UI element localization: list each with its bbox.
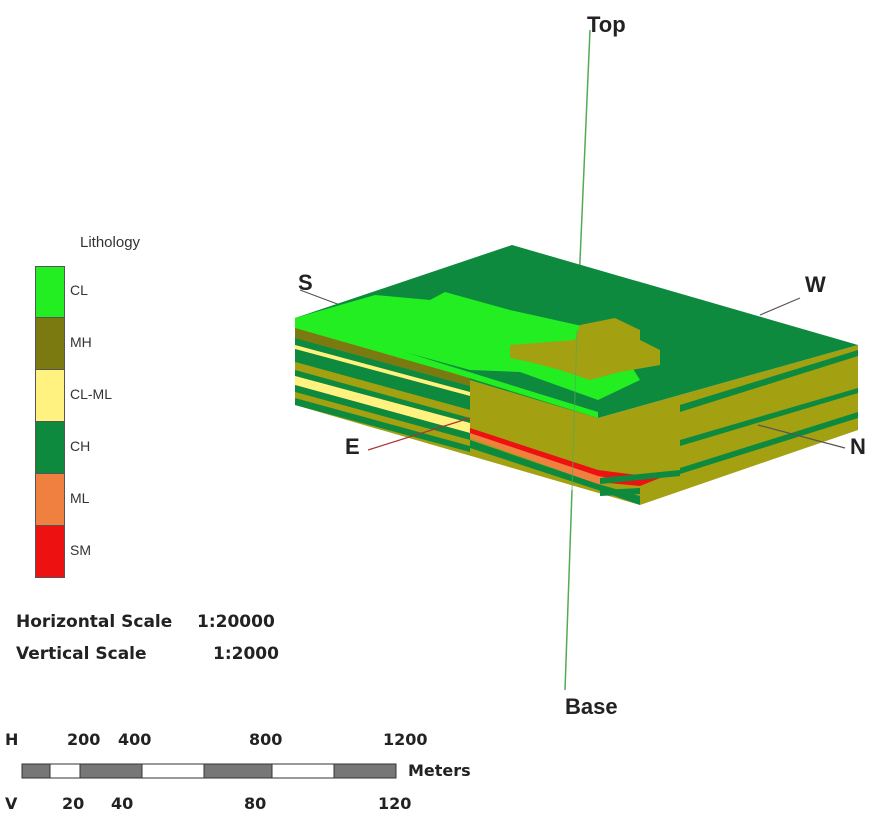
right-ch-stripe-2 (680, 388, 858, 446)
legend-swatch-mh (35, 318, 65, 370)
vertical-scale-label: Vertical Scale (16, 644, 147, 664)
right-ch-stripe-5 (600, 488, 640, 496)
layer-mh-cut-face (470, 378, 598, 470)
legend-swatch-cl-ml (35, 370, 65, 422)
layer-mh-band-3 (295, 392, 470, 446)
right-ch-stripe-3 (680, 412, 858, 474)
layer-ch-base-band (470, 440, 640, 505)
layer-sm-lens (470, 428, 660, 486)
scale-seg-6 (271, 763, 335, 779)
scale-v-tick: 20 (62, 794, 85, 813)
south-direction-line (299, 289, 341, 306)
top-mh-region (510, 318, 660, 380)
scale-seg-4 (141, 763, 205, 779)
scale-v-tick: 80 (244, 794, 267, 813)
east-direction-line (367, 417, 471, 451)
scale-h-tick: 200 (67, 730, 101, 749)
scale-seg-1 (21, 763, 51, 779)
scale-h-tick: 400 (118, 730, 152, 749)
legend-label-ml: ML (70, 490, 90, 506)
layer-ch-band-4 (295, 385, 470, 440)
legend-swatch-sm (35, 526, 65, 578)
layer-mh-band-2 (295, 362, 470, 418)
west-direction-line (759, 297, 801, 316)
scale-v-tick: 120 (378, 794, 412, 813)
axis-label-west: W (805, 272, 826, 297)
legend-label-sm: SM (70, 542, 91, 558)
scale-h-tick: 800 (249, 730, 283, 749)
scale-v-prefix: V (5, 794, 18, 813)
axis-label-north: N (850, 434, 866, 459)
horizontal-scale-value: 1:20000 (197, 612, 275, 632)
legend-swatch-ml (35, 474, 65, 526)
axis-label-east: E (345, 434, 360, 459)
legend-label-ch: CH (70, 438, 91, 454)
legend-swatch-ch (35, 422, 65, 474)
legend (35, 266, 65, 578)
vertical-axis-through (571, 329, 578, 491)
scale-h-prefix: H (5, 730, 19, 749)
scale-v-tick: 40 (111, 794, 134, 813)
scale-unit: Meters (408, 761, 471, 780)
right-ch-stripe-4 (600, 470, 680, 484)
vertical-scale-value: 1:2000 (213, 644, 279, 664)
top-front-edge-band (295, 318, 598, 418)
scale-bar (21, 763, 397, 779)
layer-ml-lens (470, 433, 620, 484)
vertical-axis-lower (564, 489, 573, 691)
top-cl-region (295, 292, 640, 400)
axis-label-top: Top (587, 12, 626, 37)
layer-clml-band-2 (295, 376, 470, 433)
axis-label-base: Base (565, 694, 618, 719)
right-ch-stripe-1 (680, 350, 858, 412)
layer-clml-band-1 (295, 345, 470, 396)
layer-ch-band-2 (295, 349, 470, 410)
legend-label-cl-ml: CL-ML (70, 386, 113, 402)
horizontal-scale-label: Horizontal Scale (16, 612, 173, 632)
axis-label-south: S (298, 270, 313, 295)
legend-label-mh: MH (70, 334, 92, 350)
layer-ch-band-3 (295, 370, 470, 423)
layer-ch-band-1 (295, 338, 470, 392)
layer-ch-band-5 (295, 398, 470, 452)
scale-seg-7 (333, 763, 397, 779)
legend-swatch-cl (35, 266, 65, 318)
block-right-face (598, 345, 858, 505)
scale-h-tick: 1200 (383, 730, 428, 749)
legend-title: Lithology (80, 234, 141, 251)
layer-mh-band-1 (295, 328, 470, 386)
scale-seg-5 (203, 763, 273, 779)
scale-seg-2 (49, 763, 81, 779)
legend-label-cl: CL (70, 282, 88, 298)
scale-seg-3 (79, 763, 143, 779)
north-direction-line (757, 424, 846, 449)
